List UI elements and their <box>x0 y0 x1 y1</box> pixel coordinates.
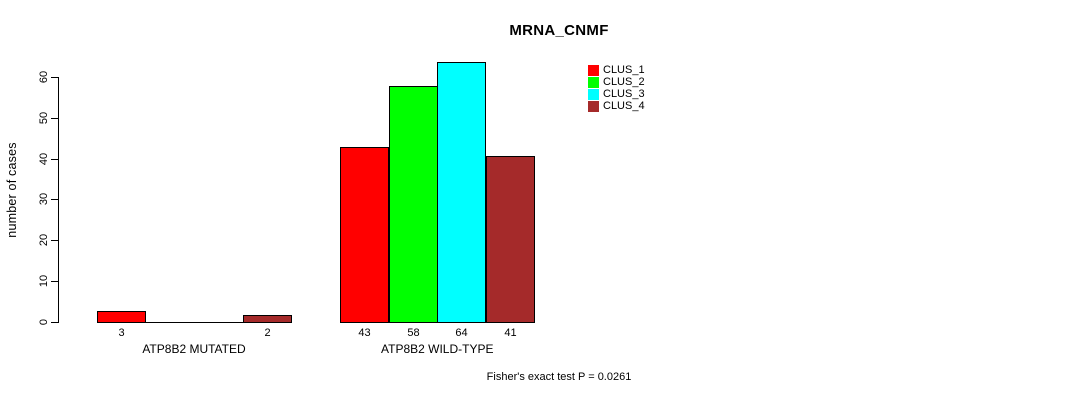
bar-value-label: 41 <box>504 327 517 339</box>
y-tick-label: 10 <box>38 274 50 288</box>
legend-label: CLUS_1 <box>603 64 645 76</box>
y-tick <box>51 322 59 323</box>
legend-swatch-clus_3 <box>588 89 599 100</box>
x-group-label-1: ATP8B2 MUTATED <box>142 342 246 356</box>
legend-swatch-clus_2 <box>588 77 599 88</box>
y-tick-label: 50 <box>38 111 50 125</box>
bar-clus_2-group2 <box>389 86 438 323</box>
fisher-test-annotation: Fisher's exact test P = 0.0261 <box>486 371 632 383</box>
chart-title: MRNA_CNMF <box>509 22 609 39</box>
y-tick-label: 40 <box>38 152 50 166</box>
bar-clus_1-group2 <box>340 147 389 323</box>
y-tick-label: 0 <box>38 318 50 326</box>
y-axis-title: number of cases <box>5 142 19 238</box>
legend-swatch-clus_1 <box>588 65 599 76</box>
bar-clus_4-group1 <box>243 315 292 323</box>
bar-clus_1-group1 <box>97 311 146 323</box>
legend-label: CLUS_3 <box>603 88 645 100</box>
y-tick <box>51 77 59 78</box>
bar-clus_2-group1-zero <box>145 322 194 323</box>
x-group-label-2: ATP8B2 WILD-TYPE <box>381 342 494 356</box>
y-tick <box>51 281 59 282</box>
legend-swatch-clus_4 <box>588 101 599 112</box>
legend-label: CLUS_2 <box>603 76 645 88</box>
bar-clus_4-group2 <box>486 156 535 323</box>
y-tick-label: 30 <box>38 192 50 206</box>
y-tick <box>51 240 59 241</box>
bar-value-label: 43 <box>358 327 371 339</box>
y-tick <box>51 118 59 119</box>
bar-clus_3-group2 <box>437 62 486 323</box>
y-tick <box>51 159 59 160</box>
bar-value-label: 64 <box>455 327 468 339</box>
legend-label: CLUS_4 <box>603 100 645 112</box>
y-tick-label: 60 <box>38 70 50 84</box>
bar-clus_3-group1-zero <box>194 322 243 323</box>
bar-value-label: 58 <box>407 327 420 339</box>
y-tick-label: 20 <box>38 233 50 247</box>
bar-value-label: 2 <box>264 327 271 339</box>
bar-value-label: 3 <box>118 327 125 339</box>
y-tick <box>51 199 59 200</box>
